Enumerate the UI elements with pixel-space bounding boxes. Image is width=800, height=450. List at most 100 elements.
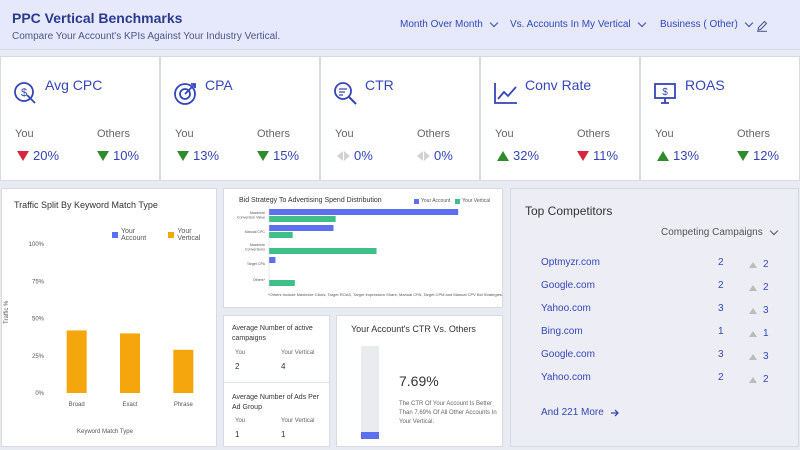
kpi-others-text: 0%: [434, 148, 453, 163]
ctr-vs-title: Your Account's CTR Vs. Others: [351, 324, 476, 334]
coin-cursor-icon: $: [14, 82, 36, 104]
bid-strategy-title: Bid Strategy To Advertising Spend Distri…: [239, 197, 382, 204]
competitor-trend: 2: [749, 259, 769, 270]
magnifier-icon: [334, 82, 357, 105]
trend-up-icon: [749, 376, 757, 383]
kpi-you-text: 13%: [673, 148, 700, 163]
legend-swatch-you: [112, 232, 118, 238]
page-title: PPC Vertical Benchmarks: [12, 10, 183, 26]
trend-down-icon: [577, 150, 589, 161]
traffic-ylabel: Traffic %: [4, 300, 10, 324]
active-campaigns-vertical-value: 4: [281, 362, 286, 371]
trend-down-icon: [177, 150, 189, 161]
competitor-name[interactable]: Optmyzr.com: [541, 257, 600, 268]
bid-footnote: *Others Include Maximize Clicks, Target …: [268, 292, 503, 297]
trend-up-icon: [749, 307, 757, 314]
competitor-name[interactable]: Google.com: [541, 349, 595, 360]
ads-per-group-vertical-label: Your Vertical: [281, 418, 315, 424]
kpi-others-value: 15%: [257, 148, 299, 163]
kpi-others-label: Others: [417, 128, 451, 140]
trend-flat-icon: [417, 150, 430, 161]
competitor-name[interactable]: Yahoo.com: [541, 372, 591, 383]
bar-your-vertical[interactable]: [269, 280, 295, 286]
kpi-others-text: 10%: [113, 148, 140, 163]
kpi-card-roas: $ ROAS You Others 13% 12%: [640, 56, 800, 181]
bar-your-account[interactable]: [269, 209, 459, 215]
bar-your-vertical[interactable]: [269, 232, 293, 238]
competitor-trend-value: 2: [763, 374, 769, 385]
competitor-count: 3: [718, 303, 724, 314]
ads-per-group-you-label: You: [235, 418, 246, 424]
competitor-name[interactable]: Yahoo.com: [541, 303, 591, 314]
vertical-dropdown[interactable]: Business ( Other): [660, 18, 754, 30]
competitor-count: 2: [718, 257, 724, 268]
legend-swatch-vertical: [168, 232, 175, 238]
kpi-card-conv-rate: Conv Rate You Others 32% 11%: [480, 56, 640, 181]
competitor-name[interactable]: Bing.com: [541, 326, 583, 337]
bar-exact[interactable]: [120, 333, 140, 393]
bar-your-vertical[interactable]: [269, 248, 377, 254]
kpi-title: CTR: [365, 77, 394, 93]
trend-up-icon: [749, 284, 757, 291]
svg-text:$: $: [662, 87, 668, 98]
trend-up-icon: [497, 150, 509, 161]
kpi-others-label: Others: [737, 128, 771, 140]
bar-phrase[interactable]: [173, 349, 194, 393]
bid-strategy-chart: Maximize Conversion Value Manual CPC Maximi…: [237, 205, 459, 289]
ctr-vs-others-card: Your Account's CTR Vs. Others 7.69% The …: [336, 315, 503, 447]
more-competitors-label: And 221 More: [541, 407, 604, 418]
competitors-metric-label: Competing Campaigns: [661, 227, 763, 238]
x-tick-label: Broad: [69, 402, 85, 408]
divider: [224, 382, 329, 383]
campaign-stats-card: Average Number of active campaigns You Y…: [223, 315, 330, 447]
y-tick-label: 75%: [32, 279, 45, 285]
comparison-dropdown[interactable]: Vs. Accounts In My Vertical: [510, 18, 646, 30]
kpi-you-label: You: [15, 128, 34, 140]
kpi-you-text: 20%: [33, 148, 60, 163]
competitor-count: 2: [718, 280, 724, 291]
legend-label-vertical: Your Vertical: [462, 198, 491, 204]
top-competitors-card: Top Competitors Competing Campaigns Optm…: [510, 188, 799, 447]
kpi-title: ROAS: [685, 77, 725, 93]
more-competitors-link[interactable]: And 221 More: [541, 407, 620, 418]
bar-your-account[interactable]: [269, 257, 276, 263]
bar-your-vertical[interactable]: [269, 216, 336, 222]
kpi-you-label: You: [175, 128, 194, 140]
competitor-name[interactable]: Google.com: [541, 280, 595, 291]
kpi-others-value: 11%: [577, 148, 618, 163]
vertical-dropdown-label: Business ( Other): [660, 19, 738, 30]
competitors-metric-dropdown[interactable]: Competing Campaigns: [661, 226, 778, 238]
kpi-you-value: 0%: [337, 148, 373, 163]
comparison-dropdown-label: Vs. Accounts In My Vertical: [510, 19, 631, 30]
x-tick-label: Phrase: [174, 402, 194, 408]
chevron-down-icon: [769, 226, 778, 236]
bar-your-account[interactable]: [269, 225, 334, 231]
legend-swatch-you: [414, 198, 419, 204]
competitor-trend: 2: [749, 374, 769, 385]
trend-down-icon: [17, 150, 29, 161]
category-label: Maximize Conversion Value: [237, 211, 265, 220]
category-label: Maximize Conversions: [245, 243, 265, 252]
kpi-title: Conv Rate: [525, 77, 592, 93]
kpi-you-value: 13%: [657, 148, 699, 163]
ads-per-group-you-value: 1: [235, 430, 240, 439]
traffic-xlabel: Keyword Match Type: [77, 429, 133, 435]
y-tick-label: 50%: [32, 317, 45, 323]
y-tick-label: 100%: [29, 242, 45, 248]
chevron-down-icon: [744, 18, 754, 28]
competitor-trend-value: 1: [763, 328, 769, 339]
kpi-you-value: 32%: [497, 148, 539, 163]
period-dropdown[interactable]: Month Over Month: [400, 18, 499, 30]
bar-broad[interactable]: [66, 330, 87, 393]
kpi-you-text: 0%: [354, 148, 373, 163]
kpi-you-value: 13%: [177, 148, 219, 163]
traffic-legend: Your Account Your Vertical: [112, 228, 216, 242]
edit-pencil-icon[interactable]: [756, 20, 768, 32]
ctr-gauge-track: [361, 346, 379, 439]
legend-label-you: Your Account: [120, 228, 147, 242]
kpi-you-label: You: [655, 128, 674, 140]
competitor-count: 2: [718, 372, 724, 383]
kpi-title: CPA: [205, 77, 233, 93]
ctr-gauge-fill: [361, 431, 379, 439]
kpi-others-label: Others: [97, 128, 131, 140]
